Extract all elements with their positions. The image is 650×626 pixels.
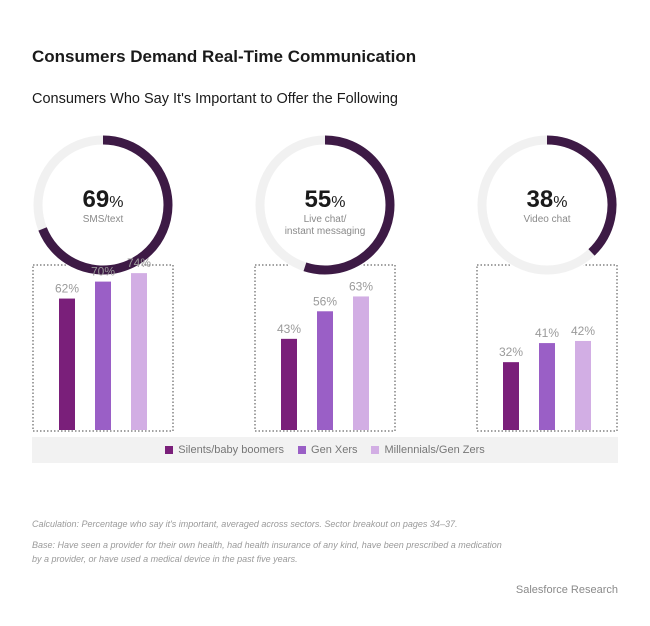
panel-1-bar-3 bbox=[131, 273, 147, 430]
panel-2-bar-3 bbox=[353, 296, 369, 430]
calculation-note: Calculation: Percentage who say it's imp… bbox=[32, 519, 458, 529]
panel-1-bar-label-2: 70% bbox=[91, 265, 115, 279]
panel-2-donut-backing bbox=[254, 134, 396, 276]
legend-swatch-genx bbox=[298, 446, 307, 454]
panel-1-bar-label-1: 62% bbox=[55, 282, 79, 296]
legend: Silents/baby boomers Gen Xers Millennial… bbox=[32, 437, 618, 463]
panel-1-donut-backing bbox=[32, 134, 174, 276]
legend-item-genx: Gen Xers bbox=[298, 444, 357, 456]
panel-3-donut-backing bbox=[476, 134, 618, 276]
legend-item-silents: Silents/baby boomers bbox=[165, 444, 284, 456]
panel-2-bar-1 bbox=[281, 338, 297, 430]
chart-title: Consumers Demand Real-Time Communication bbox=[32, 47, 417, 66]
panel-3-donut-arc bbox=[546, 135, 617, 256]
panel-1-bar-1 bbox=[59, 298, 75, 430]
chart-subtitle: Consumers Who Say It's Important to Offe… bbox=[32, 91, 398, 107]
legend-swatch-silents bbox=[165, 446, 174, 454]
panel-1-donut-label-1: SMS/text bbox=[83, 214, 124, 225]
source-credit: Salesforce Research bbox=[515, 584, 618, 596]
panel-1-bar-2 bbox=[95, 281, 111, 430]
legend-swatch-millennials bbox=[371, 446, 380, 454]
panel-3-bar-label-2: 41% bbox=[535, 326, 559, 340]
panel-3-bar-2 bbox=[539, 343, 555, 430]
legend-label-millennials: Millennials/Gen Zers bbox=[384, 444, 485, 456]
panel-2-bar-label-1: 43% bbox=[277, 322, 301, 336]
panel-3-donut-label-1: Video chat bbox=[523, 214, 570, 225]
panel-3-bar-1 bbox=[503, 362, 519, 430]
panel-1-bar-label-3: 74% bbox=[127, 256, 151, 270]
panel-2-donut-label-1: Live chat/ bbox=[304, 214, 347, 225]
panel-2-donut-value: 55% bbox=[305, 186, 346, 213]
panel-3-bar-label-3: 42% bbox=[571, 324, 595, 338]
panel-2-donut-arc bbox=[303, 135, 395, 275]
panel-3-donut-value: 38% bbox=[527, 186, 568, 213]
legend-item-millennials: Millennials/Gen Zers bbox=[371, 444, 485, 456]
base-note: Base: Have seen a provider for their own… bbox=[32, 540, 502, 564]
panel-3-bar-3 bbox=[575, 340, 591, 430]
panel-2-bar-label-3: 63% bbox=[349, 279, 373, 293]
panel-1-donut-arc bbox=[38, 135, 173, 275]
legend-label-genx: Gen Xers bbox=[311, 444, 358, 456]
panel-2-bar-label-2: 56% bbox=[313, 294, 337, 308]
panel-1-donut-value: 69% bbox=[83, 186, 124, 213]
panel-2-donut-label-2: instant messaging bbox=[285, 226, 366, 237]
panel-3-bar-label-1: 32% bbox=[499, 345, 523, 359]
panel-2-bar-2 bbox=[317, 311, 333, 430]
legend-label-silents: Silents/baby boomers bbox=[178, 444, 285, 456]
